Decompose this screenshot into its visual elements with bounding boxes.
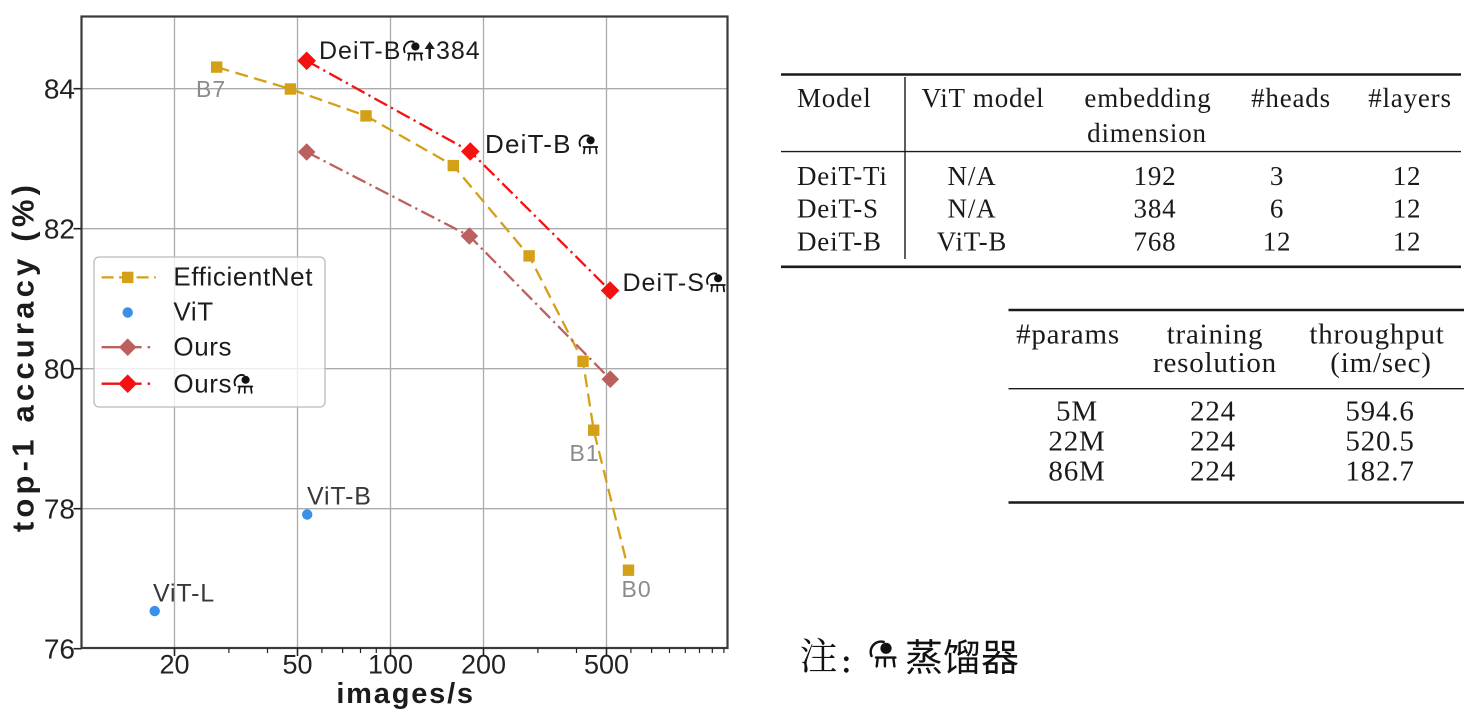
svg-text:50: 50 — [282, 650, 312, 680]
svg-text:86M: 86M — [1048, 456, 1105, 488]
svg-text:82: 82 — [44, 214, 75, 245]
svg-text:#heads: #heads — [1251, 83, 1331, 113]
svg-text:5M: 5M — [1056, 396, 1098, 428]
svg-text:EfficientNet: EfficientNet — [173, 261, 313, 291]
svg-text:594.6: 594.6 — [1345, 396, 1414, 428]
svg-text:images/s: images/s — [336, 678, 475, 710]
svg-text:768: 768 — [1134, 226, 1177, 256]
svg-text:224: 224 — [1190, 456, 1236, 488]
svg-text:throughput: throughput — [1309, 319, 1444, 351]
svg-text:B7: B7 — [196, 76, 226, 102]
svg-text:ViT: ViT — [173, 297, 213, 327]
svg-text:N/A: N/A — [948, 161, 997, 191]
svg-text:#layers: #layers — [1368, 83, 1452, 113]
svg-text:DeiT-S: DeiT-S — [797, 194, 879, 224]
svg-text:6: 6 — [1270, 194, 1284, 224]
svg-text:12: 12 — [1393, 194, 1422, 224]
svg-text:N/A: N/A — [948, 194, 997, 224]
svg-text:12: 12 — [1263, 226, 1292, 256]
svg-text:ViT model: ViT model — [922, 83, 1045, 113]
svg-text:DeiT-B: DeiT-B — [485, 129, 572, 159]
svg-text:training: training — [1167, 319, 1264, 351]
svg-text:DeiT-Ti: DeiT-Ti — [797, 161, 888, 191]
svg-text:200: 200 — [461, 650, 506, 680]
svg-text:dimension: dimension — [1087, 118, 1207, 148]
svg-text:DeiT-B: DeiT-B — [797, 226, 882, 256]
svg-text:84: 84 — [44, 74, 75, 105]
svg-text:B1: B1 — [570, 440, 600, 466]
svg-text:B0: B0 — [622, 576, 652, 602]
svg-text:182.7: 182.7 — [1345, 456, 1414, 488]
svg-text:3: 3 — [1270, 161, 1284, 191]
svg-text:DeiT-S: DeiT-S — [623, 269, 705, 297]
svg-text:22M: 22M — [1048, 426, 1105, 458]
svg-text:Ours: Ours — [173, 332, 232, 362]
svg-text:12: 12 — [1393, 161, 1422, 191]
svg-text:80: 80 — [44, 354, 75, 385]
svg-text:224: 224 — [1190, 426, 1236, 458]
svg-text:Ours: Ours — [173, 369, 232, 399]
svg-text:ViT-L: ViT-L — [153, 580, 215, 608]
svg-text:resolution: resolution — [1153, 347, 1277, 379]
svg-text:#params: #params — [1016, 319, 1120, 351]
svg-text:Model: Model — [797, 83, 872, 113]
svg-text:192: 192 — [1134, 161, 1177, 191]
svg-text:embedding: embedding — [1084, 83, 1211, 113]
svg-text:76: 76 — [44, 634, 75, 665]
svg-text:384: 384 — [1134, 194, 1177, 224]
svg-text:500: 500 — [584, 650, 629, 680]
svg-text:12: 12 — [1393, 226, 1422, 256]
svg-text:100: 100 — [368, 650, 413, 680]
svg-text:top-1 accuracy (%): top-1 accuracy (%) — [6, 181, 41, 532]
svg-text:(im/sec): (im/sec) — [1330, 347, 1431, 379]
svg-text:384: 384 — [436, 37, 481, 65]
svg-text:20: 20 — [159, 650, 189, 680]
svg-text:DeiT-B: DeiT-B — [319, 37, 401, 65]
svg-text:520.5: 520.5 — [1345, 426, 1414, 458]
svg-text:ViT-B: ViT-B — [937, 226, 1007, 256]
svg-text:224: 224 — [1190, 396, 1236, 428]
svg-text:ViT-B: ViT-B — [307, 483, 372, 511]
svg-text:78: 78 — [44, 494, 75, 525]
